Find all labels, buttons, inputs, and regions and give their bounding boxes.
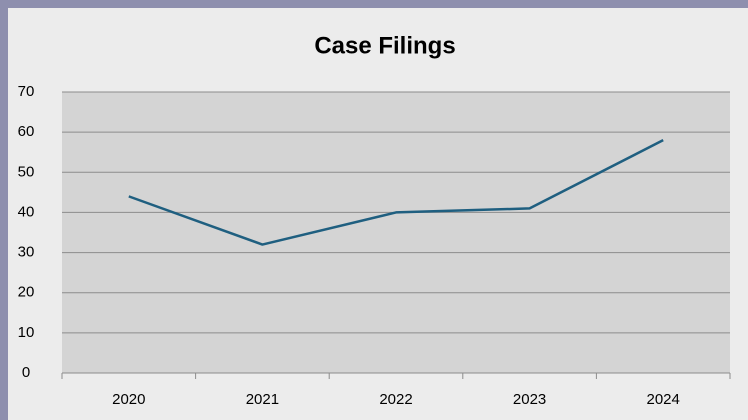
- chart-title: Case Filings: [314, 32, 455, 59]
- data-line: [128, 139, 664, 246]
- x-tick-label: 2022: [379, 391, 412, 408]
- y-tick-label: 20: [18, 284, 35, 301]
- y-tick-label: 60: [18, 123, 35, 140]
- y-tick-label: 30: [18, 244, 35, 261]
- x-tick-label: 2021: [246, 391, 279, 408]
- x-tick-label: 2023: [513, 391, 546, 408]
- x-tick-label: 2020: [112, 391, 145, 408]
- y-tick-label: 40: [18, 203, 35, 220]
- x-tick-label: 2024: [647, 391, 680, 408]
- y-tick-label: 70: [18, 83, 35, 100]
- plot-area: [62, 92, 730, 373]
- y-tick-label: 50: [18, 163, 35, 180]
- y-tick-label: 10: [18, 324, 35, 341]
- y-tick-label: 0: [22, 364, 30, 381]
